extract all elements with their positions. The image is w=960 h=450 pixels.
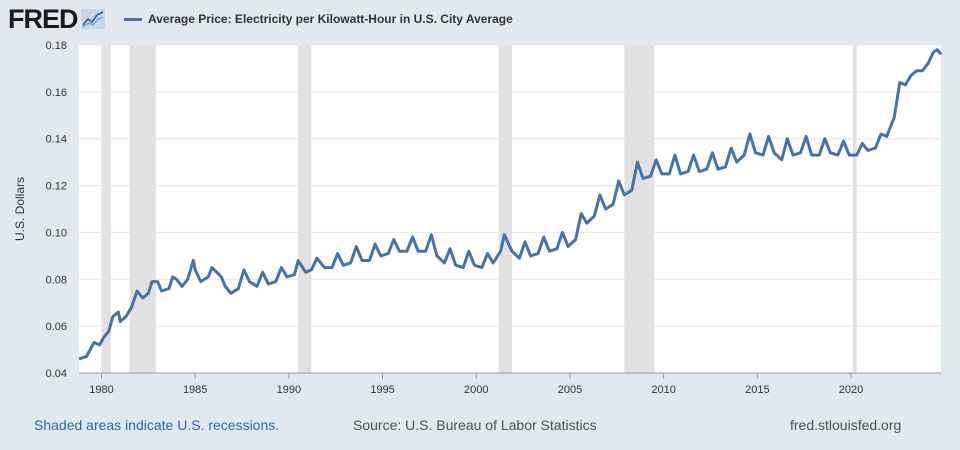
y-tick-label: 0.16 [46,87,67,99]
recession-band-3 [498,45,512,373]
line-chart: 0.040.060.080.100.120.140.160.18 1980 198… [13,40,943,396]
series-line-0 [78,48,943,361]
recessions-note[interactable]: Shaded areas indicate U.S. recessions. [34,417,280,433]
x-tick-label: 1985 [183,384,207,396]
series-group [78,48,943,361]
x-tick-label: 2000 [464,384,488,396]
y-axis-ticks: 0.04 0.06 0.08 0.10 0.12 0.14 0.16 0.18 [46,40,67,380]
site-link[interactable]: fred.stlouisfed.org [790,417,902,433]
y-tick-label: 0.04 [46,368,67,380]
y-tick-label: 0.12 [46,181,67,193]
x-tick-label: 1990 [277,384,301,396]
recession-band-4 [624,45,655,373]
x-tick-label: 1995 [370,384,394,396]
recession-band-2 [298,45,312,373]
recession-band-0 [101,45,111,373]
x-tick-label: 2015 [745,384,769,396]
legend-label: Average Price: Electricity per Kilowatt-… [148,12,513,26]
x-tick-label: 2010 [651,384,675,396]
legend-swatch [124,17,142,21]
fred-logo[interactable]: FRED [8,4,105,34]
recession-band-5 [852,45,857,373]
x-tick-label: 2020 [839,384,863,396]
y-axis-label: U.S. Dollars [13,177,27,241]
x-axis-ticks: 1980 1985 1990 1995 2000 2005 2010 2015 2020 [79,372,941,396]
recession-shading [101,45,857,373]
source-note: Source: U.S. Bureau of Labor Statistics [353,417,597,433]
trend-line-icon [80,9,105,29]
x-tick-label: 2005 [558,384,582,396]
y-tick-label: 0.18 [46,40,67,52]
y-tick-label: 0.06 [46,321,67,333]
y-tick-label: 0.10 [46,227,67,239]
y-tick-label: 0.14 [46,134,67,146]
recession-band-1 [129,45,156,373]
fred-logo-text: FRED [8,3,78,34]
chart-legend: Average Price: Electricity per Kilowatt-… [124,12,513,26]
x-tick-label: 1980 [89,384,113,396]
y-tick-label: 0.08 [46,274,67,286]
